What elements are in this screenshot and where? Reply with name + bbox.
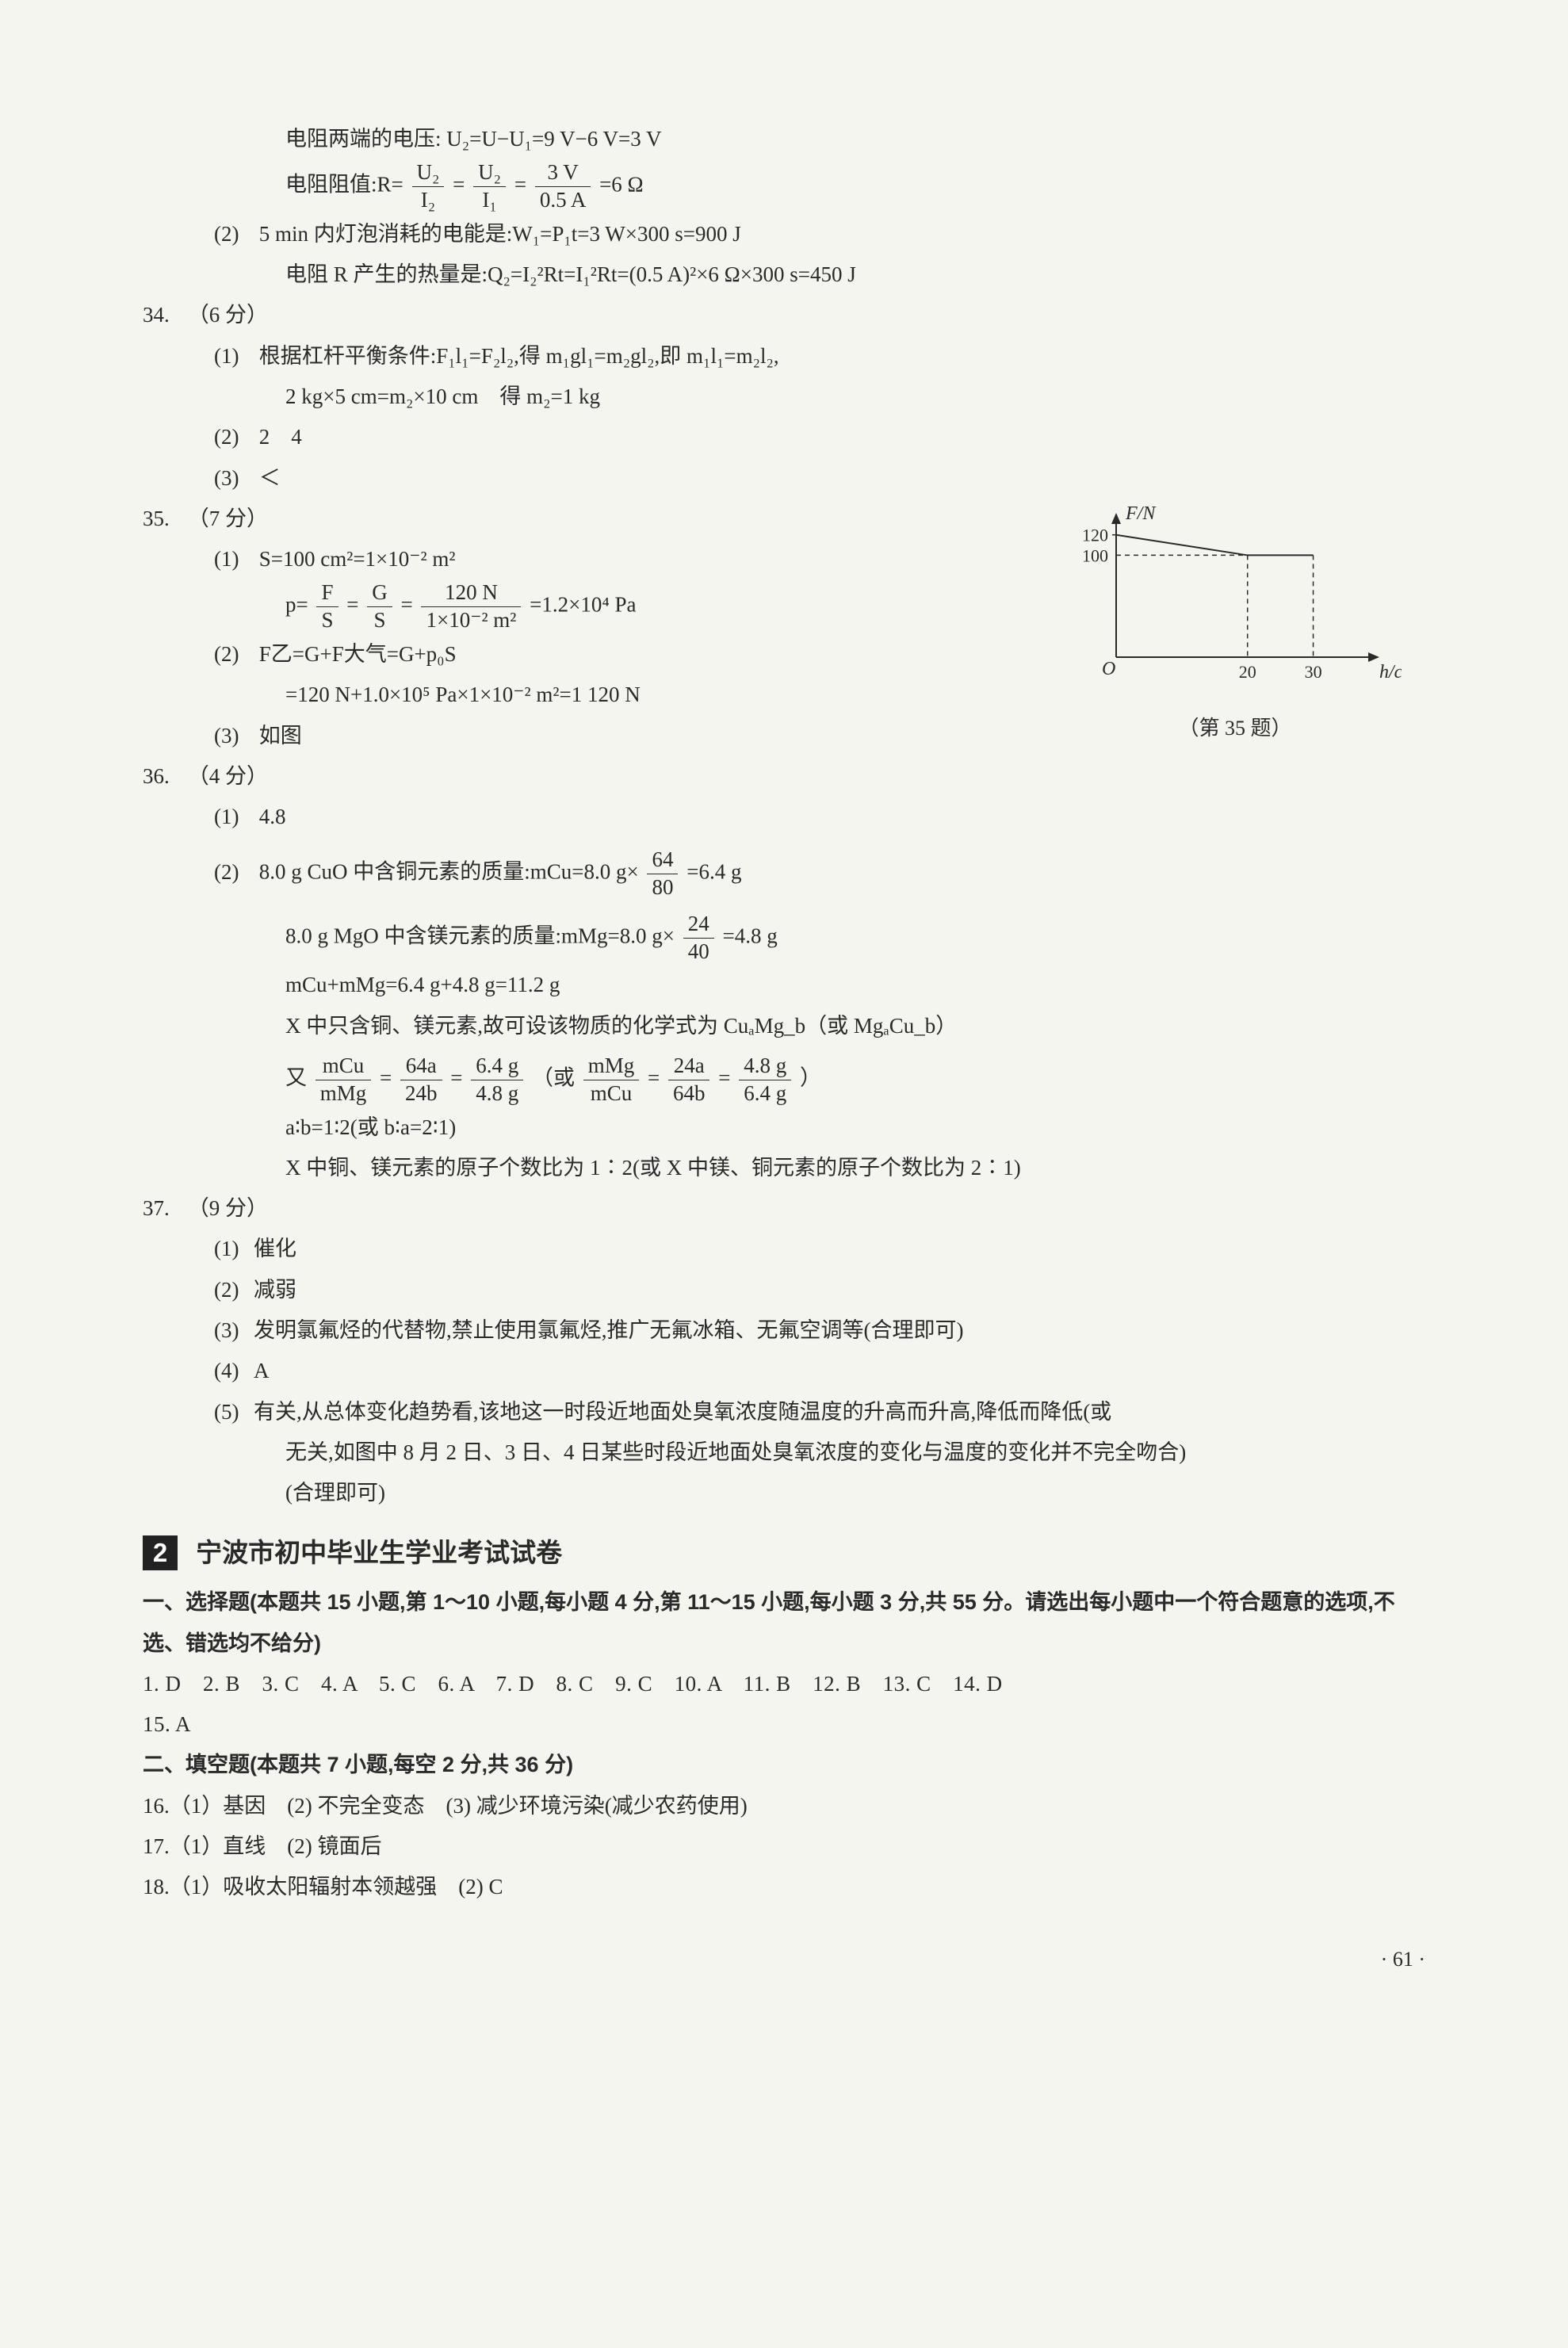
q34-s1a: (1) 根据杠杆平衡条件:F₁l₁=F₂l₂,得 m₁gl₁=m₂gl₂,即 m… xyxy=(143,336,1425,377)
q35-s1a: (1) S=100 cm²=1×10⁻² m² xyxy=(143,539,1425,579)
q35-s2a: (2) F乙=G+F大气=G+p₀S xyxy=(143,634,1425,675)
q37-s3: (3)发明氯氟烃的代替物,禁止使用氯氟烃,推广无氟冰箱、无氟空调等(合理即可) xyxy=(143,1310,1425,1351)
q34-s2: (2) 2 4 xyxy=(143,417,1425,457)
answers-line-1: 1. D 2. B 3. C 4. A 5. C 6. A 7. D 8. C … xyxy=(143,1664,1425,1704)
q35-header: 35. （7 分） xyxy=(143,499,1425,539)
q36-s2d: X 中只含铜、镁元素,故可设该物质的化学式为 CuₐMg_b（或 MgₐCu_b… xyxy=(143,1006,1425,1046)
q34-header: 34. （6 分） xyxy=(143,295,1425,335)
line-resistance-value: 电阻阻值:R= U₂I₂ = U₂I₁ = 3 V0.5 A =6 Ω xyxy=(143,159,1425,214)
q36-s2c: mCu+mMg=6.4 g+4.8 g=11.2 g xyxy=(143,965,1425,1005)
q37-s1: (1)催化 xyxy=(143,1229,1425,1269)
text: 电阻阻值:R= xyxy=(285,173,403,197)
part2-label: 二、填空题(本题共 7 小题,每空 2 分,共 36 分) xyxy=(143,1745,1425,1785)
answer-16: 16.（1）基因 (2) 不完全变态 (3) 减少环境污染(减少农药使用) xyxy=(143,1786,1425,1826)
text: 电阻两端的电压: xyxy=(285,127,442,151)
q34-s3: (3) ＜ xyxy=(143,458,1425,499)
line-energy: (2) 5 min 内灯泡消耗的电能是:W₁=P₁t=3 W×300 s=900… xyxy=(143,214,1425,254)
q36-s1: (1) 4.8 xyxy=(143,797,1425,837)
q36-header: 36. （4 分） xyxy=(143,756,1425,797)
q36-s2e: 又 mCumMg = 64a24b = 6.4 g4.8 g （或 mMgmCu… xyxy=(143,1053,1425,1107)
q37-s4: (4)A xyxy=(143,1351,1425,1391)
q36-s2a: (2) 8.0 g CuO 中含铜元素的质量:mCu=8.0 g× 6480 =… xyxy=(143,847,1425,901)
q35-s3: (3) 如图 xyxy=(143,716,1425,756)
formula: U₂=U−U₁=9 V−6 V=3 V xyxy=(446,127,661,151)
q37-s5a: (5)有关,从总体变化趋势看,该地这一时段近地面处臭氧浓度随温度的升高而升高,降… xyxy=(143,1392,1425,1432)
q36-s2b: 8.0 g MgO 中含镁元素的质量:mMg=8.0 g× 2440 =4.8 … xyxy=(143,911,1425,966)
q35-block: 120100F/N2030h/cmO （第 35 题） 35. （7 分） (1… xyxy=(143,499,1425,756)
answers-line-1b: 15. A xyxy=(143,1704,1425,1745)
section-title: 2 宁波市初中毕业生学业考试试卷 xyxy=(143,1528,1425,1578)
section-num-box: 2 xyxy=(143,1535,178,1570)
q37-s5c: (合理即可) xyxy=(143,1473,1425,1513)
page-number: · 61 · xyxy=(143,1940,1425,1979)
q34-s1b: 2 kg×5 cm=m₂×10 cm 得 m₂=1 kg xyxy=(143,377,1425,417)
q37-s2: (2)减弱 xyxy=(143,1270,1425,1310)
q35-s2b: =120 N+1.0×10⁵ Pa×1×10⁻² m²=1 120 N xyxy=(143,675,1425,715)
q37-header: 37. （9 分） xyxy=(143,1188,1425,1229)
q36-s2f: a∶b=1∶2(或 b∶a=2∶1) xyxy=(143,1107,1425,1148)
answer-18: 18.（1）吸收太阳辐射本领越强 (2) C xyxy=(143,1867,1425,1907)
part1-label: 一、选择题(本题共 15 小题,第 1～10 小题,每小题 4 分,第 11～1… xyxy=(143,1582,1425,1664)
section-title-text: 宁波市初中毕业生学业考试试卷 xyxy=(196,1538,562,1567)
q36-s2g: X 中铜、镁元素的原子个数比为 1∶2(或 X 中镁、铜元素的原子个数比为 2∶… xyxy=(143,1148,1425,1188)
line-heat: 电阻 R 产生的热量是:Q₂=I₂²Rt=I₁²Rt=(0.5 A)²×6 Ω×… xyxy=(143,254,1425,295)
line-resistor-voltage: 电阻两端的电压: U₂=U−U₁=9 V−6 V=3 V xyxy=(143,119,1425,159)
answer-17: 17.（1）直线 (2) 镜面后 xyxy=(143,1826,1425,1867)
q37-s5b: 无关,如图中 8 月 2 日、3 日、4 日某些时段近地面处臭氧浓度的变化与温度… xyxy=(143,1432,1425,1473)
q35-s1b: p= FS = GS = 120 N1×10⁻² m² =1.2×10⁴ Pa xyxy=(143,579,1425,634)
